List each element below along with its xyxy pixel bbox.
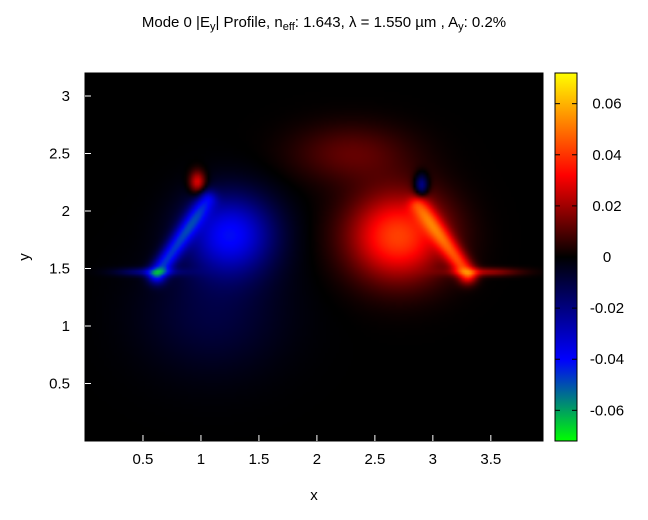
- y-tick-label: 3: [62, 88, 70, 105]
- y-axis-label: y: [16, 253, 33, 261]
- x-axis: 0.5 1 1.5 2 2.5 3 3.5: [133, 435, 501, 468]
- title-prefix: Mode 0 |E: [141, 14, 210, 31]
- y-tick-label: 2: [62, 203, 70, 220]
- colorbar-axis: 0.06 0.04 0.02 0 -0.02 -0.04 -0.06: [555, 96, 624, 419]
- x-tick-label: 3.5: [480, 451, 501, 468]
- colorbar-tick-label: 0: [603, 249, 611, 266]
- colorbar-tick-label: 0.06: [592, 96, 621, 113]
- title-neff-subscript: eff: [282, 21, 295, 33]
- chart-title: Mode 0 |Ey| Profile, neff: 1.643, λ = 1.…: [0, 14, 648, 33]
- heatmap: [85, 73, 543, 441]
- title-field-subscript: y: [209, 21, 216, 33]
- title-neff-value: : 1.643, λ = 1.550 µm , A: [294, 14, 459, 31]
- colorbar-tick-label: -0.02: [590, 300, 624, 317]
- colorbar-tick-label: 0.02: [592, 198, 621, 215]
- y-tick-label: 0.5: [49, 376, 70, 393]
- title-area-value: : 0.2%: [463, 14, 507, 31]
- x-tick-label: 1: [197, 451, 205, 468]
- heatmap-image: [85, 73, 543, 441]
- x-axis-label: x: [310, 487, 318, 504]
- y-tick-label: 2.5: [49, 146, 70, 163]
- y-axis: 0.5 1 1.5 2 2.5 3: [49, 88, 91, 393]
- x-tick-label: 2.5: [364, 451, 385, 468]
- title-after-field: | Profile, n: [215, 14, 283, 31]
- y-tick-label: 1: [62, 318, 70, 335]
- x-tick-label: 1.5: [248, 451, 269, 468]
- colorbar-tick-label: -0.04: [590, 351, 624, 368]
- colorbar-tick-label: -0.06: [590, 402, 624, 419]
- title-area-subscript: y: [458, 21, 464, 33]
- x-tick-label: 3: [429, 451, 437, 468]
- y-tick-label: 1.5: [49, 261, 70, 278]
- colorbar-tick-label: 0.04: [592, 147, 621, 164]
- plot-frame: [84, 72, 544, 442]
- x-tick-label: 0.5: [133, 451, 154, 468]
- x-tick-label: 2: [313, 451, 321, 468]
